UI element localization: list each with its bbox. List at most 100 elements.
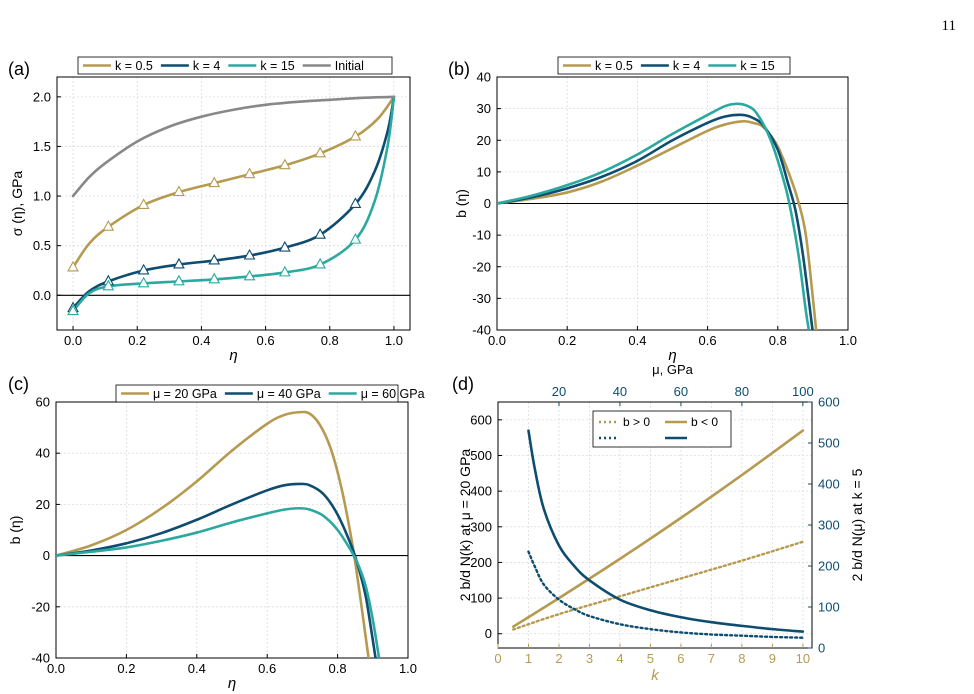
series-line-3 <box>71 95 396 313</box>
x-tick-label: 5 <box>647 651 654 666</box>
y-tick-label: 2.0 <box>33 89 51 104</box>
panel-label: (a) <box>8 59 30 79</box>
legend: k = 0.5 k = 4 k = 15 Initial <box>77 56 393 75</box>
x-tick-label: 3 <box>586 651 593 666</box>
y-tick-label: 200 <box>470 555 492 570</box>
x-axis-label: η <box>228 675 236 692</box>
legend-label-3: k = 15 <box>260 59 294 73</box>
y-axis-label: 2 b/d N(k) at μ = 20 GPa <box>457 449 473 602</box>
triangle-marker <box>137 198 150 209</box>
series-line-1 <box>512 540 805 631</box>
series-line-3 <box>56 506 381 658</box>
x-tick-label: 1.0 <box>385 333 403 348</box>
triangle-marker <box>278 265 291 277</box>
series-line-2 <box>497 113 814 330</box>
top-x-tick-label: 40 <box>613 384 627 399</box>
y-tick-label: -10 <box>472 228 491 243</box>
x-tick-label: 0.8 <box>329 661 347 676</box>
series-line-2 <box>56 482 377 658</box>
y-tick-label: 600 <box>470 412 492 427</box>
triangle-marker <box>243 269 256 281</box>
x-tick-label: 1.0 <box>399 661 417 676</box>
y-tick-label: 30 <box>477 101 491 116</box>
triangle-marker <box>102 220 115 231</box>
triangle-marker <box>349 232 362 244</box>
y-tick-label: -20 <box>31 599 50 614</box>
right-y-tick-label: 0 <box>818 641 825 656</box>
series-line-3 <box>497 102 811 330</box>
y-tick-label: -40 <box>31 651 50 666</box>
top-x-tick-label: 80 <box>735 384 749 399</box>
x-tick-label: 0.8 <box>769 333 787 348</box>
x-tick-label: 0.2 <box>128 333 146 348</box>
legend-label-1: k = 0.5 <box>115 59 153 73</box>
triangle-marker <box>349 129 362 141</box>
x-tick-label: 0 <box>494 651 501 666</box>
triangle-marker <box>137 276 150 288</box>
chart-panel-1: 0.0 0.2 0.4 0.6 0.8 1.0 0.0 0.5 1.0 1.5 2.0 η σ (η),… <box>8 56 411 364</box>
triangle-marker <box>173 185 185 197</box>
triangle-marker <box>314 257 327 269</box>
right-y-tick-label: 300 <box>818 518 840 533</box>
series-group <box>71 95 396 313</box>
series-group <box>497 102 818 330</box>
x-tick-label: 2 <box>555 651 562 666</box>
x-tick-label: 0.4 <box>628 333 646 348</box>
x-tick-label: 6 <box>677 651 684 666</box>
y-tick-label: 1.0 <box>33 189 51 204</box>
legend-label-3: μ = 60 GPa <box>361 387 425 401</box>
y-axis-label: b (η) <box>453 189 469 218</box>
x-tick-label: 1.0 <box>839 333 857 348</box>
y-tick-label: 40 <box>36 446 50 461</box>
y-axis-label: σ (η), GPa <box>9 171 25 237</box>
series-line-1 <box>56 410 370 658</box>
x-tick-label: 0.6 <box>258 661 276 676</box>
triangle-marker <box>208 272 221 284</box>
y-tick-label: 1.5 <box>33 139 51 154</box>
right-y-axis-label: 2 b/d N(μ) at k = 5 <box>849 468 865 581</box>
triangle-marker <box>67 304 79 316</box>
series-line-2 <box>71 95 396 310</box>
legend-box <box>115 384 399 403</box>
legend-label-1: k = 0.5 <box>595 59 633 73</box>
x-tick-label: 0.0 <box>47 661 65 676</box>
x-tick-label: 4 <box>616 651 623 666</box>
legend-label-1: μ = 20 GPa <box>153 387 217 401</box>
series-line-1 <box>71 95 396 269</box>
y-tick-label: -40 <box>472 323 491 338</box>
y-axis-label: b (η) <box>7 516 23 545</box>
x-tick-label: 0.2 <box>558 333 576 348</box>
x-tick-label: 0.6 <box>699 333 717 348</box>
legend: k = 0.5 k = 4 k = 15 <box>557 56 791 75</box>
y-tick-label: -30 <box>472 291 491 306</box>
legend-label-1: b > 0 <box>623 415 650 429</box>
y-tick-label: 300 <box>470 519 492 534</box>
x-tick-label: 1 <box>525 651 532 666</box>
triangle-marker <box>173 274 185 286</box>
triangle-marker <box>67 260 79 272</box>
plot-frame <box>55 401 409 659</box>
y-tick-label: 20 <box>477 133 491 148</box>
legend-label-3: k = 15 <box>740 59 774 73</box>
triangle-marker <box>208 253 221 265</box>
x-axis-label: η <box>668 347 676 364</box>
series-line-4 <box>527 429 805 633</box>
y-tick-label: 10 <box>477 164 491 179</box>
legend-box <box>592 410 732 448</box>
legend-label-4: Initial <box>335 59 364 73</box>
triangle-marker <box>102 279 115 291</box>
top-x-tick-label: 100 <box>792 384 814 399</box>
x-axis-label: η <box>229 347 237 364</box>
right-y-tick-label: 400 <box>818 477 840 492</box>
right-y-tick-label: 600 <box>818 395 840 410</box>
y-tick-label: 400 <box>470 484 492 499</box>
triangle-marker <box>314 146 327 158</box>
x-tick-label: 0.8 <box>321 333 339 348</box>
y-tick-label: 0 <box>484 196 491 211</box>
triangle-marker <box>314 228 327 239</box>
x-tick-label: 10 <box>796 651 810 666</box>
series-group <box>56 410 381 658</box>
series-line-1 <box>497 119 818 330</box>
triangle-marker <box>137 263 150 275</box>
